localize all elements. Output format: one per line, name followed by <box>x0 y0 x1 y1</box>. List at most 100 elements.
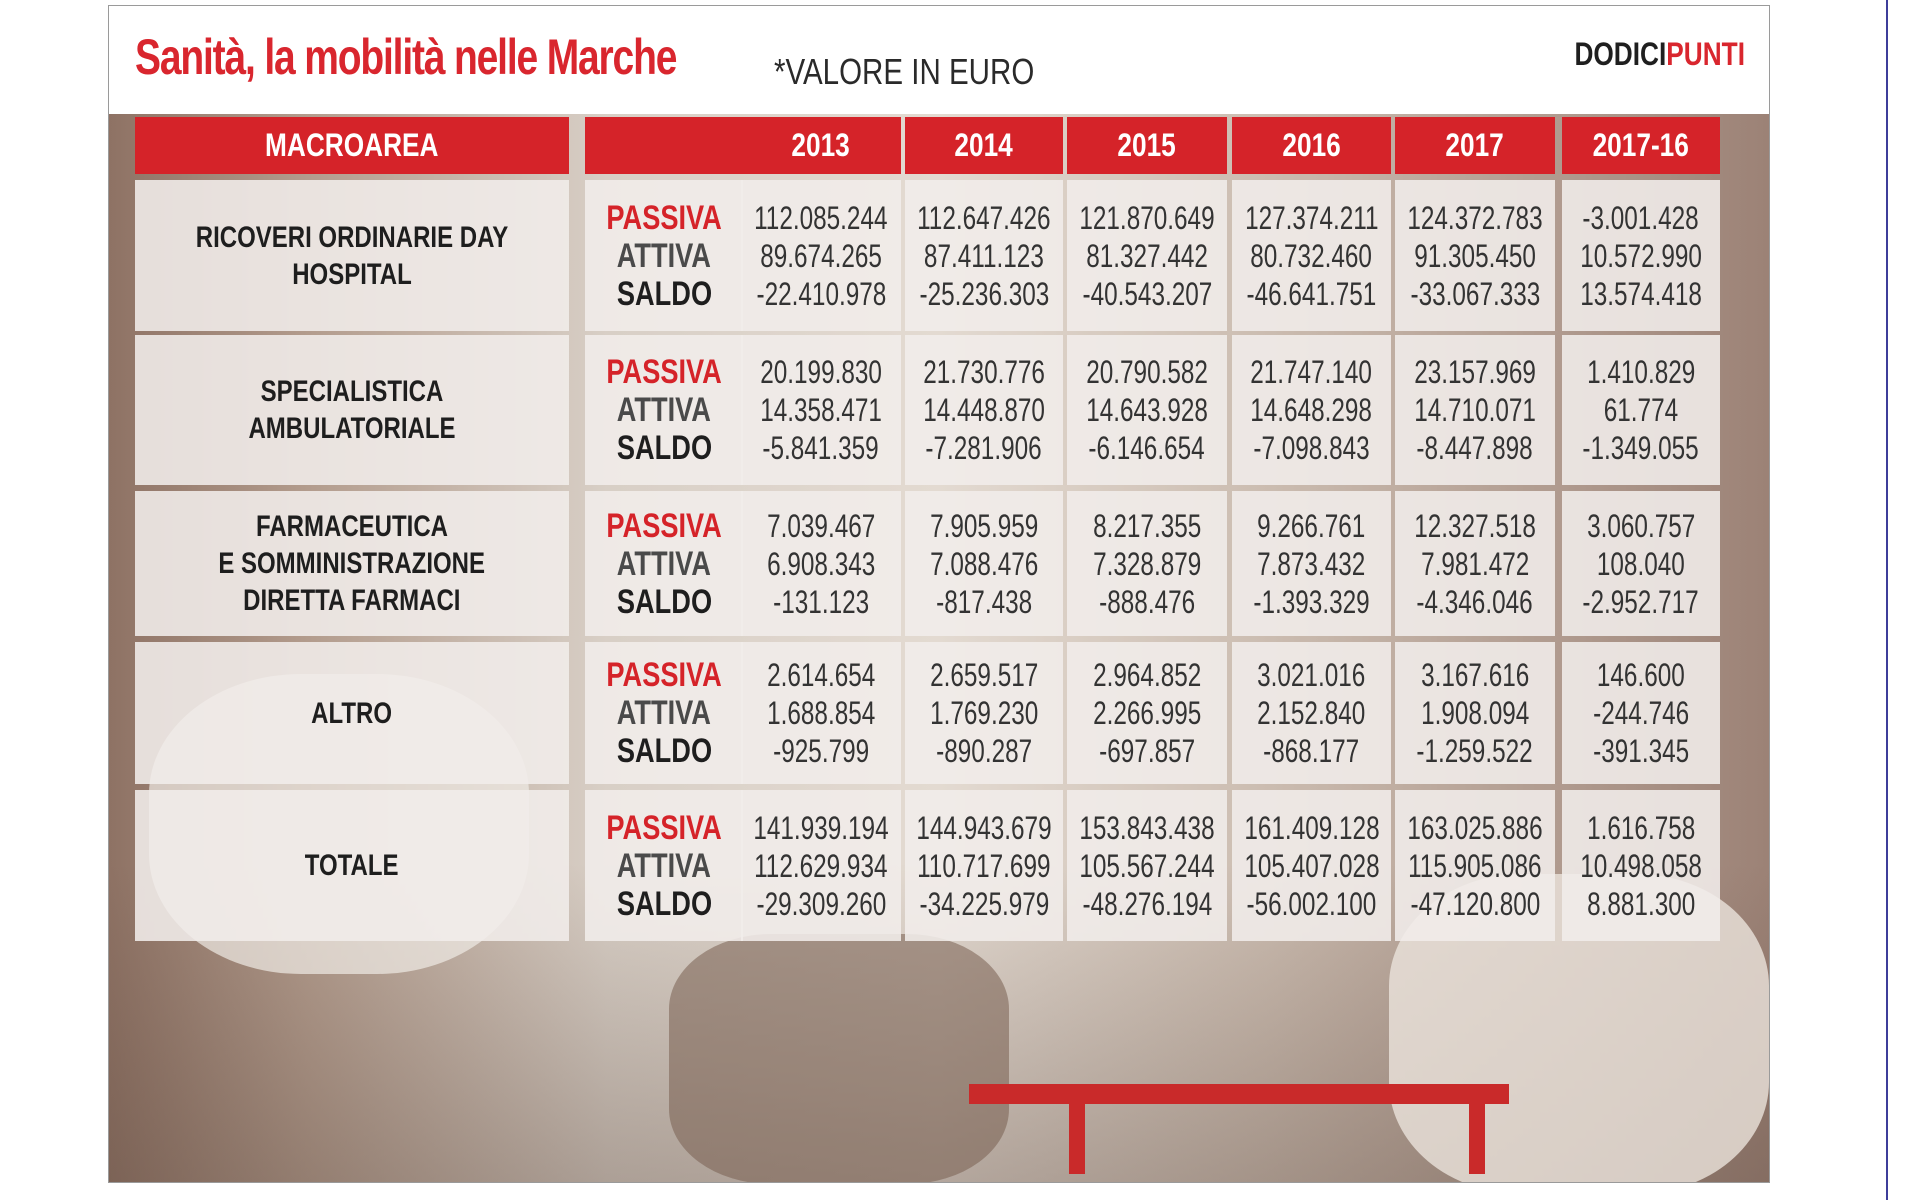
value-cell: 2.964.852 2.266.995 -697.857 <box>1067 642 1227 784</box>
value-cell: 20.199.830 14.358.471 -5.841.359 <box>741 335 901 485</box>
table-value: -6.146.654 <box>1070 429 1223 467</box>
table-value-text: -8.447.898 <box>1416 430 1534 466</box>
macroarea-label-line: DIRETTA FARMACI <box>243 584 461 617</box>
row-type-attiva: ATTIVA <box>605 694 723 732</box>
table-value-text: 112.629.934 <box>754 847 888 884</box>
table-value-text: 2.152.840 <box>1257 695 1366 731</box>
table-value: 10.572.990 <box>1561 237 1721 275</box>
table-value: 81.327.442 <box>1067 237 1227 275</box>
table-value-text: -5.841.359 <box>762 430 880 466</box>
row-type-label: SALDO <box>616 274 712 313</box>
table-value-text: 1.688.854 <box>766 695 876 731</box>
column-header: 2013 <box>741 117 901 174</box>
table-value: 8.881.300 <box>1570 885 1712 923</box>
table-value: -22.410.978 <box>736 275 907 313</box>
table-value: -5.841.359 <box>744 429 897 467</box>
table-value: -817.438 <box>921 583 1047 621</box>
table-value-text: 115.905.086 <box>1408 847 1542 884</box>
table-value: 2.964.852 <box>1076 656 1218 694</box>
table-value: 110.717.699 <box>896 847 1072 885</box>
row-type-cell: PASSIVA ATTIVA SALDO <box>585 335 743 485</box>
table-value-text: 2.659.517 <box>929 657 1039 693</box>
row-type-passiva: PASSIVA <box>592 199 736 237</box>
value-cell: 3.021.016 2.152.840 -868.177 <box>1232 642 1391 784</box>
table-value-text: 1.616.758 <box>1586 809 1696 846</box>
right-border-line <box>1886 0 1888 1200</box>
table-value-text: 10.572.990 <box>1580 237 1702 274</box>
value-cell: 7.905.959 7.088.476 -817.438 <box>905 491 1063 636</box>
table-value-text: 141.939.194 <box>753 809 889 846</box>
table-value-text: -33.067.333 <box>1410 275 1540 312</box>
table-value-text: -925.799 <box>772 733 869 769</box>
table-value-text: -47.120.800 <box>1410 885 1540 922</box>
table-value: 127.374.211 <box>1224 199 1400 237</box>
table-value-text: 110.717.699 <box>917 847 1051 884</box>
macroarea-cell: ALTRO <box>135 642 569 784</box>
column-header <box>585 117 743 174</box>
table-value-text: -890.287 <box>935 733 1032 769</box>
table-value: -8.447.898 <box>1398 429 1551 467</box>
table-value-text: 21.730.776 <box>923 354 1045 390</box>
table-value-text: -6.146.654 <box>1088 430 1206 466</box>
table-value: -33.067.333 <box>1390 275 1561 313</box>
table-value: 163.025.886 <box>1386 809 1564 847</box>
table-value-text: 61.774 <box>1603 392 1679 428</box>
row-type-attiva: ATTIVA <box>605 391 723 429</box>
macroarea-label-line: FARMACEUTICA <box>256 510 448 543</box>
table-value: 61.774 <box>1592 391 1690 429</box>
value-cell: 127.374.211 80.732.460 -46.641.751 <box>1232 180 1391 331</box>
macroarea-label-line: SPECIALISTICA AMBULATORIALE <box>248 375 456 445</box>
row-type-label: PASSIVA <box>606 808 722 847</box>
table-value-text: -46.641.751 <box>1246 275 1377 312</box>
table-value: 108.040 <box>1583 545 1699 583</box>
table-value-text: -244.746 <box>1592 695 1689 731</box>
table-value-text: 7.039.467 <box>766 507 876 544</box>
table-value-text: -391.345 <box>1592 733 1689 769</box>
table-value-text: 1.769.230 <box>929 695 1039 731</box>
macroarea-label: SPECIALISTICA AMBULATORIALE <box>135 373 569 447</box>
table-value: 7.873.432 <box>1240 545 1382 583</box>
value-cell: 1.410.829 61.774 -1.349.055 <box>1562 335 1720 485</box>
table-value: 124.372.783 <box>1386 199 1564 237</box>
column-header-label: 2013 <box>791 127 851 163</box>
table-value-text: -131.123 <box>772 583 869 620</box>
table-value: -888.476 <box>1084 583 1210 621</box>
table-value: 1.616.758 <box>1570 809 1712 847</box>
table-value: -56.002.100 <box>1226 885 1397 923</box>
row-type-label: PASSIVA <box>606 506 722 545</box>
table-value: 89.674.265 <box>741 237 901 275</box>
value-cell: 7.039.467 6.908.343 -131.123 <box>741 491 901 636</box>
table-value: 20.199.830 <box>741 353 901 391</box>
row-type-attiva: ATTIVA <box>605 847 723 885</box>
brand-part-2: PUNTI <box>1666 36 1745 72</box>
table-value-text: -4.346.046 <box>1416 583 1534 620</box>
row-type-label: ATTIVA <box>616 846 712 885</box>
table-value-text: 8.881.300 <box>1586 885 1696 922</box>
table-value-text: 121.870.649 <box>1079 199 1215 236</box>
table-value-text: 91.305.450 <box>1414 237 1536 274</box>
photo-trolley-rail <box>969 1084 1509 1104</box>
row-type-passiva: PASSIVA <box>592 507 736 545</box>
table-value-text: 8.217.355 <box>1092 507 1202 544</box>
table-value-text: 7.905.959 <box>929 507 1039 544</box>
table-value-text: -25.236.303 <box>919 275 1049 312</box>
row-type-label: SALDO <box>616 429 712 467</box>
table-value-text: 112.647.426 <box>917 199 1051 236</box>
row-type-label: PASSIVA <box>606 656 722 694</box>
table-value-text: 108.040 <box>1597 545 1685 582</box>
table-value: -697.857 <box>1084 732 1210 770</box>
table-value: -244.746 <box>1578 694 1704 732</box>
table-value: -40.543.207 <box>1062 275 1233 313</box>
table-value: -868.177 <box>1248 732 1374 770</box>
column-header: 2014 <box>905 117 1063 174</box>
table-value: -47.120.800 <box>1390 885 1561 923</box>
row-type-attiva: ATTIVA <box>605 545 723 583</box>
row-type-passiva: PASSIVA <box>592 353 736 391</box>
table-value: 6.908.343 <box>750 545 892 583</box>
table-value-text: 2.614.654 <box>766 657 876 693</box>
table-value-text: 89.674.265 <box>760 237 882 274</box>
table-value: -2.952.717 <box>1564 583 1717 621</box>
macroarea-label: RICOVERI ORDINARIE DAY HOSPITAL <box>135 219 569 293</box>
column-header-label: 2017 <box>1445 127 1505 163</box>
table-value: 105.567.244 <box>1058 847 1236 885</box>
